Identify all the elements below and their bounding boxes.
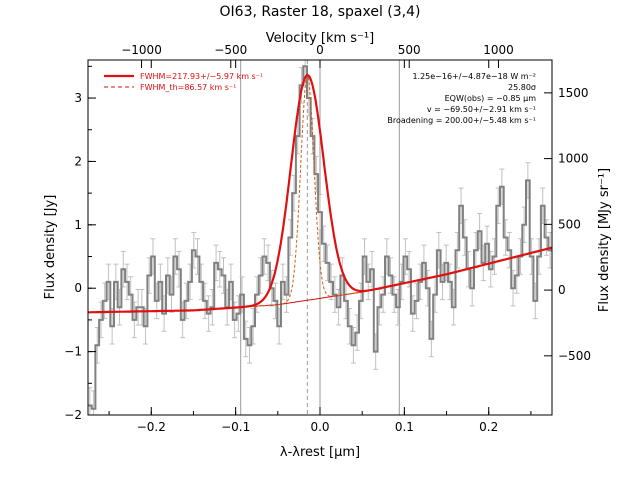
x-tick-label: −0.1 [221, 420, 250, 434]
annotation-flux: 1.25e−16+/−4.87e−18 W m⁻² [412, 72, 536, 81]
legend-entry-fwhm-th: FWHM_th=86.57 km s⁻¹ [140, 83, 236, 92]
y2-tick-label: 0 [558, 283, 566, 297]
gaussian-fit [88, 73, 552, 314]
x-tick-label: 0.2 [479, 420, 498, 434]
x-tick-label: −0.2 [137, 420, 166, 434]
legend-entry-fwhm: FWHM=217.93+/−5.97 km s⁻¹ [140, 72, 263, 81]
y-tick-label: −1 [64, 345, 82, 359]
x2-tick-label: 500 [398, 43, 421, 57]
y2-tick-label: −500 [558, 349, 591, 363]
legend: FWHM=217.93+/−5.97 km s⁻¹ FWHM_th=86.57 … [104, 72, 263, 92]
y-tick-label: 1 [74, 218, 82, 232]
y2-axis-label: Flux density [MJy sr⁻¹] [597, 168, 612, 312]
x-axis-label: λ-λrest [μm] [280, 445, 360, 460]
x2-tick-label: −500 [214, 43, 247, 57]
y-tick-label: −2 [64, 408, 82, 422]
x-tick-label: 0.0 [310, 420, 329, 434]
y-tick-label: 2 [74, 154, 82, 168]
y-tick-label: 3 [74, 91, 82, 105]
x2-tick-label: −1000 [121, 43, 162, 57]
annotation-sigma: 25.80σ [508, 83, 536, 92]
y2-tick-label: 1500 [558, 86, 589, 100]
annotation-eqw: EQW(obs) = −0.85 μm [445, 94, 537, 103]
y-tick-label: 0 [74, 281, 82, 295]
y-axis-label: Flux density [Jy] [43, 195, 58, 300]
annotation-broadening: Broadening = 200.00+/−5.48 km s⁻¹ [387, 116, 536, 125]
x2-tick-label: 0 [316, 43, 324, 57]
annotations: 1.25e−16+/−4.87e−18 W m⁻² 25.80σ EQW(obs… [387, 72, 536, 125]
x2-tick-label: 1000 [483, 43, 514, 57]
annotation-velocity: v = −69.50+/−2.91 km s⁻¹ [427, 105, 536, 114]
y2-tick-label: 500 [558, 217, 581, 231]
x-tick-label: 0.1 [395, 420, 414, 434]
chart-title: OI63, Raster 18, spaxel (3,4) [220, 4, 421, 20]
x2-axis-label: Velocity [km s⁻¹] [266, 31, 374, 46]
spectrum-series [88, 65, 552, 410]
y2-tick-label: 1000 [558, 152, 589, 166]
